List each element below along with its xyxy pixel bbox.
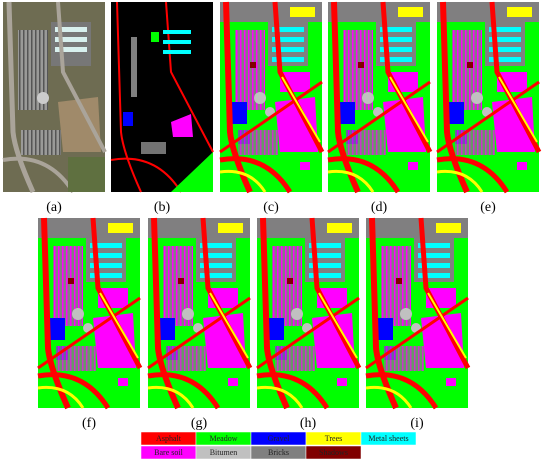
legend-label: Bricks [268,448,289,457]
legend-label: Metal sheets [368,434,408,443]
legend-swatch [360,431,417,446]
legend-label: Asphalt [156,434,182,443]
panel-label: (d) [371,200,388,215]
classification-map [148,218,250,408]
classification-map [38,218,140,408]
legend-label: Trees [325,434,342,443]
panel-label: (a) [46,200,62,215]
classification-map [366,218,468,408]
legend-label: Shadows [319,448,348,457]
classification-map [220,2,322,192]
legend-swatch [305,445,362,460]
panels: (a) (b) (c) (d) (e) (f) (g) (h) (i) [3,2,539,431]
panel-label: (i) [410,416,424,431]
panel-label: (b) [154,200,171,215]
panel-label: (e) [480,200,496,215]
classification-map [328,2,430,192]
classification-map [437,2,539,192]
classification-map [110,1,214,193]
legend-label: Meadow [210,434,238,443]
legend: Asphalt Meadow Gravel Trees Metal sheets Bare… [140,431,417,460]
panel-label: (g) [191,416,208,431]
legend-label: Bare soil [154,448,183,457]
panel-label: (c) [263,200,279,215]
legend-label: Bitumen [210,448,238,457]
classification-map [3,2,105,192]
panel-label: (h) [300,416,317,431]
legend-label: Gravel [268,434,291,443]
classification-map [257,218,359,408]
panel-label: (f) [82,416,96,431]
